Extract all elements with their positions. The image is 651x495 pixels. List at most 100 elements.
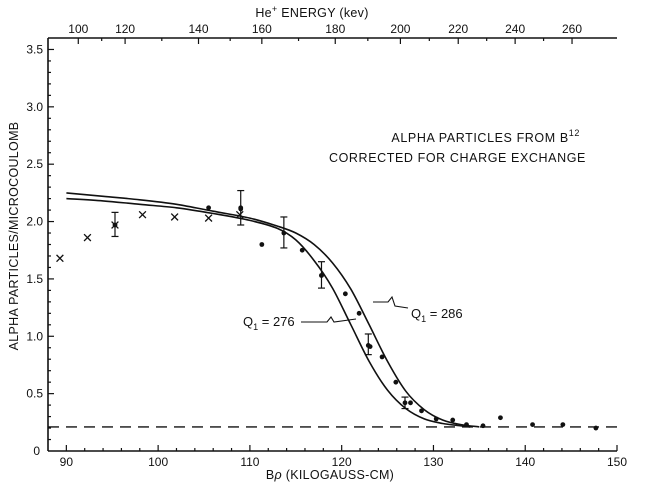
curve-label-leader xyxy=(373,295,409,309)
error-bar-point xyxy=(402,400,408,406)
chart-subtitle: CORRECTED FOR CHARGE EXCHANGE xyxy=(329,151,586,165)
top-tick-label: 220 xyxy=(448,22,468,36)
data-point-cross xyxy=(83,233,92,242)
x-tick-label: 120 xyxy=(332,455,352,469)
y-tick-label: 3.0 xyxy=(26,100,43,114)
curve-label-leader xyxy=(301,316,357,323)
top-tick-label: 180 xyxy=(325,22,345,36)
x-tick-label: 140 xyxy=(515,455,535,469)
y-tick-label: 3.5 xyxy=(26,42,43,56)
error-bar xyxy=(401,396,409,410)
error-bar-point xyxy=(319,273,324,278)
chart-title-text: ALPHA PARTICLES FROM B xyxy=(391,131,568,145)
y-axis-title: ALPHA PARTICLES/MICROCOULOMB xyxy=(7,122,21,351)
data-point-dot xyxy=(206,205,212,211)
data-point-dot xyxy=(408,400,413,406)
top-tick-label: 100 xyxy=(68,22,88,36)
top-tick-label: 200 xyxy=(390,22,410,36)
error-bar-point xyxy=(238,205,244,211)
error-bar-point xyxy=(112,222,118,228)
cross-stroke xyxy=(204,214,213,222)
error-bar xyxy=(364,333,372,356)
data-point-cross xyxy=(204,214,213,222)
series-q1-286-curve xyxy=(66,192,480,428)
x-axis-title: Bρ (KILOGAUSS-CM) xyxy=(266,468,394,482)
top-tick-label: 240 xyxy=(505,22,525,36)
curve-label-sub: 1 xyxy=(253,322,258,332)
data-point-dot xyxy=(356,310,362,316)
y-tick-label: 0.5 xyxy=(26,387,43,401)
data-point-dot xyxy=(464,422,469,428)
x-tick-label: 130 xyxy=(423,455,443,469)
plot-frame xyxy=(47,37,617,452)
error-bar xyxy=(237,189,245,226)
y-tick-label: 1.5 xyxy=(26,272,43,286)
error-bar-point xyxy=(281,230,287,236)
error-bars xyxy=(111,189,409,410)
cross-stroke xyxy=(138,210,147,219)
series-crosses xyxy=(56,210,244,263)
x-tick-label: 90 xyxy=(60,455,74,469)
error-bar-point xyxy=(365,343,371,348)
cross-stroke xyxy=(170,213,179,221)
data-point-dot xyxy=(299,247,305,253)
x-axis-title-main: B xyxy=(266,468,275,482)
curve-label-sub: 1 xyxy=(421,314,426,324)
top-axis-title: He+ ENERGY (kev) xyxy=(255,4,368,20)
curve-label-rest: = 286 xyxy=(426,306,463,321)
x-tick-label: 150 xyxy=(607,455,627,469)
error-bar xyxy=(317,261,325,289)
series-q1-276-curve xyxy=(66,197,471,428)
top-tick-label: 160 xyxy=(252,22,272,36)
y-tick-label: 2.5 xyxy=(26,157,43,171)
cross-stroke xyxy=(83,233,92,242)
y-tick-label: 1.0 xyxy=(26,329,43,343)
data-point-cross xyxy=(235,210,244,219)
x-axis-title-symbol: ρ xyxy=(274,468,282,482)
top-axis-title-sup: + xyxy=(272,4,278,14)
data-point-dot xyxy=(530,422,535,428)
y-axis-ticks: 0.5 1.0 1.5 2.0 2.5 3.0 3.5 0 xyxy=(26,42,54,458)
curve-label-main: Q xyxy=(411,306,421,321)
error-bar xyxy=(111,211,119,238)
data-point-dot xyxy=(498,415,503,421)
chart-title: ALPHA PARTICLES FROM B12 CORRECTED FOR C… xyxy=(329,128,586,165)
data-point-dot xyxy=(560,422,566,428)
chart-title-line: ALPHA PARTICLES FROM B12 xyxy=(391,128,580,145)
curve-label-q1-276: Q1 = 276 xyxy=(243,314,357,332)
cross-stroke xyxy=(56,254,64,263)
top-tick-label: 140 xyxy=(188,22,208,36)
top-tick-label: 260 xyxy=(562,22,582,36)
top-axis-ticks: 100 120 140 160 180 200 220 240 260 xyxy=(68,22,582,44)
curve-label-text: Q1 = 276 xyxy=(243,314,295,332)
top-axis-title-main: He xyxy=(255,6,272,20)
x-axis-ticks: 90 100 110 120 130 140 150 xyxy=(60,445,627,469)
x-axis-title-rest: (KILOGAUSS-CM) xyxy=(282,468,394,482)
data-point-dot xyxy=(259,242,265,247)
data-point-cross xyxy=(138,210,147,219)
curve-label-text: Q1 = 286 xyxy=(411,306,463,324)
y-tick-label: 0 xyxy=(33,444,40,458)
top-tick-label: 120 xyxy=(115,22,135,36)
data-point-dot xyxy=(393,379,399,385)
curve-label-q1-286: Q1 = 286 xyxy=(373,295,463,324)
data-point-dot xyxy=(419,408,424,414)
data-point-dot xyxy=(433,416,439,422)
data-point-dot xyxy=(480,423,486,429)
data-point-dot xyxy=(342,291,348,297)
data-point-dot xyxy=(379,354,385,360)
data-point-dot xyxy=(593,425,599,431)
chart-title-superscript: 12 xyxy=(569,128,580,138)
data-point-dot xyxy=(450,417,456,423)
curve-label-rest: = 276 xyxy=(258,314,295,329)
y-tick-label: 2.0 xyxy=(26,215,43,229)
x-tick-label: 100 xyxy=(148,455,168,469)
cross-stroke xyxy=(235,210,244,219)
error-bar xyxy=(280,216,288,249)
top-axis-title-rest: ENERGY (kev) xyxy=(277,6,368,20)
data-point-cross xyxy=(56,254,64,263)
x-tick-label: 110 xyxy=(240,455,259,469)
curve-label-main: Q xyxy=(243,314,253,329)
data-point-cross xyxy=(170,213,179,221)
